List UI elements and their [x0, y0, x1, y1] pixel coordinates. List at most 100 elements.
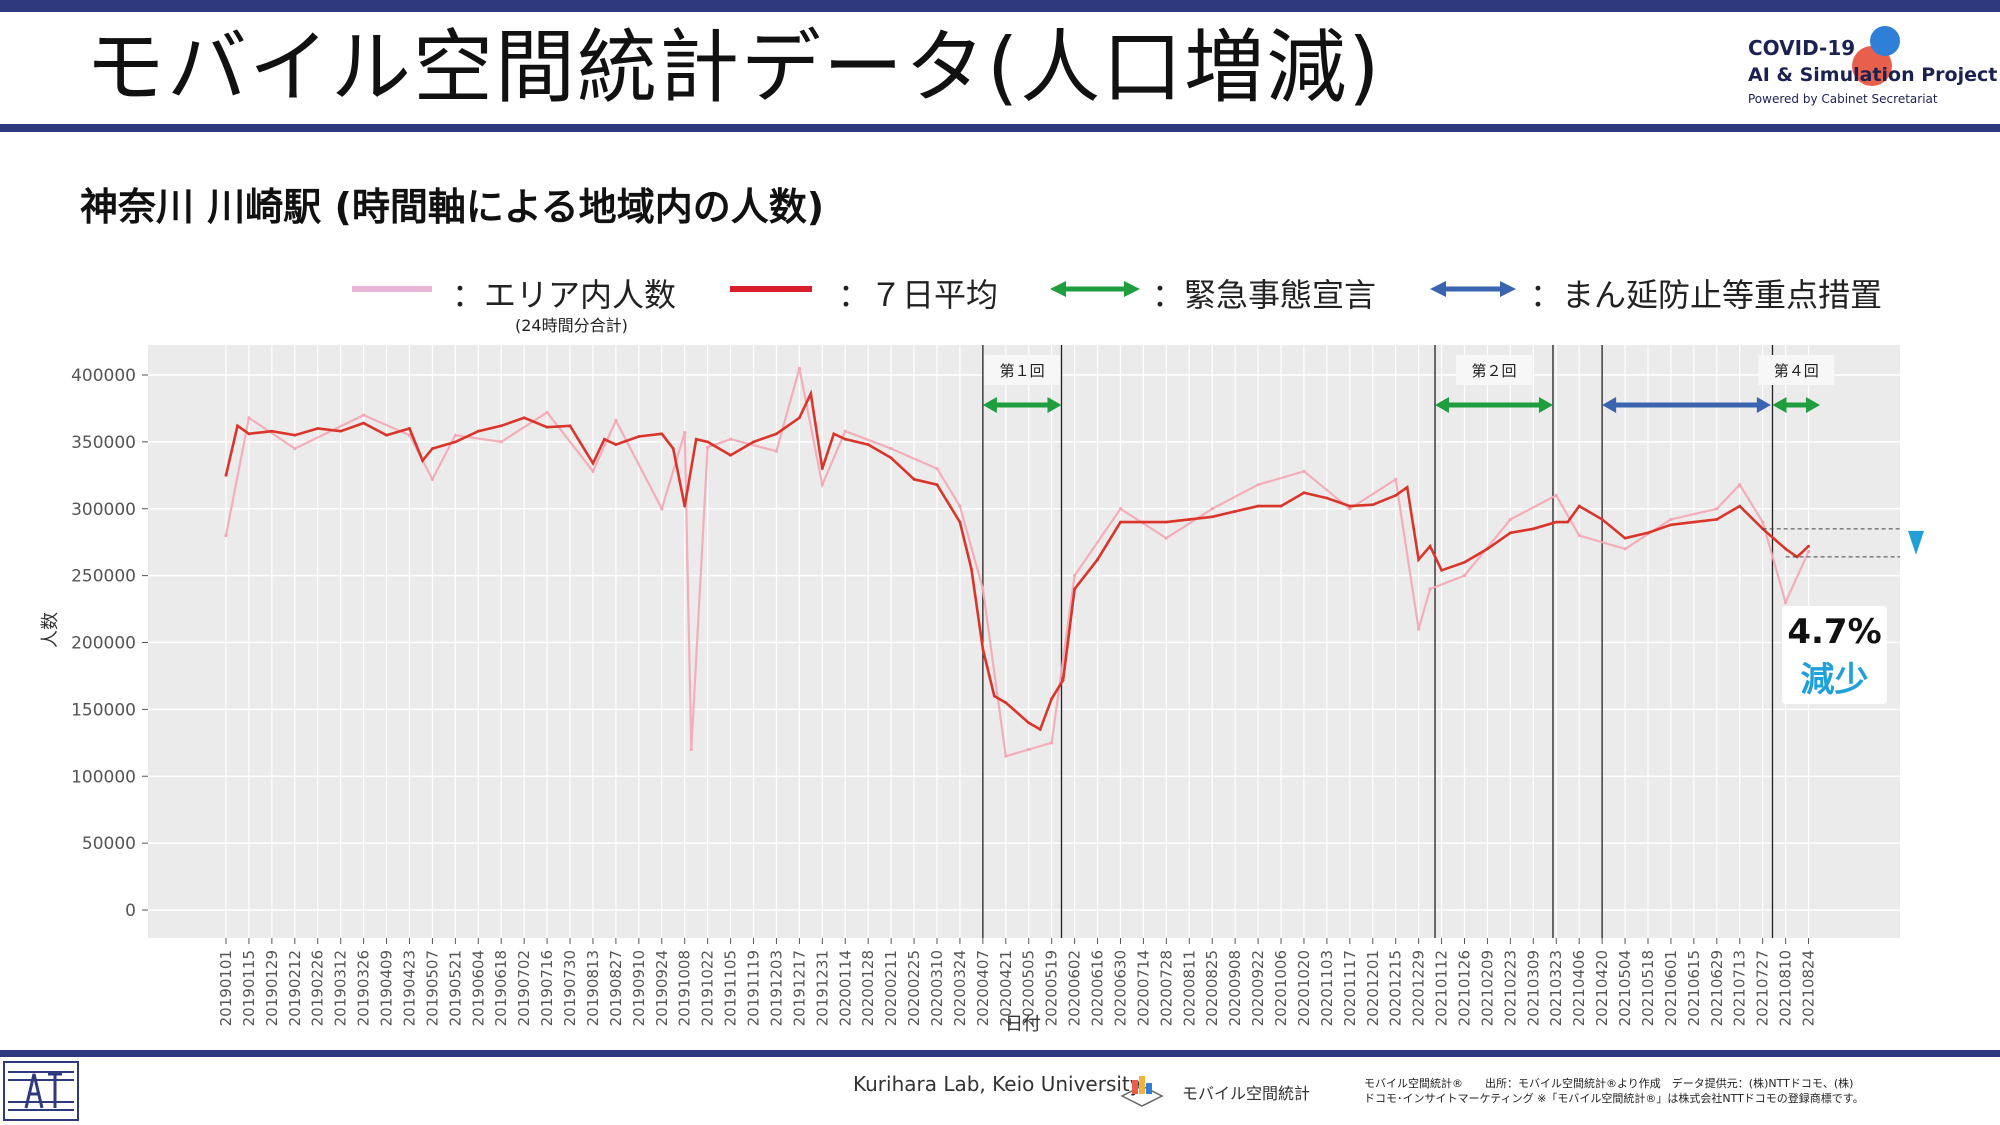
data-source: モバイル空間統計® 出所：モバイル空間統計®より作成 データ提供元：(株)NTT…	[1364, 1076, 1864, 1106]
x-tick-label: 20210209	[1478, 950, 1496, 1026]
avg-point	[797, 416, 801, 420]
x-tick-label: 20191008	[676, 950, 694, 1026]
avg-point	[683, 504, 687, 508]
daily-point	[981, 587, 985, 591]
avg-point	[362, 421, 366, 425]
avg-point	[499, 424, 503, 428]
x-tick-label: 20191231	[813, 950, 831, 1026]
change-percent: 4.7%	[1787, 612, 1882, 652]
x-tick-label: 20200128	[859, 950, 877, 1026]
daily-point	[1428, 587, 1432, 591]
daily-point	[1623, 547, 1627, 551]
avg-point	[832, 432, 836, 436]
avg-point	[992, 694, 996, 698]
x-tick-label: 20210126	[1456, 950, 1474, 1026]
x-tick-label: 20210713	[1731, 950, 1749, 1026]
x-tick-label: 20200630	[1111, 950, 1129, 1026]
x-tick-label: 20210420	[1593, 950, 1611, 1026]
daily-point	[293, 446, 297, 451]
avg-point	[1279, 504, 1283, 508]
avg-point	[1440, 568, 1443, 572]
x-tick-label: 20191022	[699, 950, 717, 1026]
mobile-stats-logo-text: モバイル空間統計	[1182, 1084, 1311, 1103]
avg-point	[752, 440, 755, 444]
daily-point	[774, 449, 779, 453]
avg-point	[1566, 520, 1570, 524]
avg-point	[1038, 728, 1042, 731]
x-tick-label: 20200825	[1203, 950, 1221, 1026]
header-bottom-bar	[0, 124, 2000, 132]
avg-point	[1164, 520, 1168, 524]
daily-point	[1577, 533, 1581, 538]
event-arrow-left	[1772, 397, 1787, 413]
x-tick-label: 20190730	[561, 950, 579, 1026]
event-arrow-right	[1806, 397, 1820, 413]
avg-point	[1371, 503, 1375, 507]
daily-point	[935, 467, 939, 471]
avg-point	[1738, 504, 1742, 508]
logo-line-1: COVID-19	[1748, 36, 1856, 60]
daily-point	[591, 469, 595, 473]
x-tick-label: 20201103	[1318, 950, 1336, 1026]
avg-point	[1623, 536, 1627, 540]
x-tick-label: 20210824	[1800, 950, 1818, 1026]
daily-point	[1783, 600, 1788, 604]
avg-point	[1600, 518, 1604, 521]
avg-point	[958, 520, 962, 524]
daily-point	[1669, 517, 1673, 522]
x-tick-label: 20191217	[790, 950, 808, 1026]
avg-point	[775, 432, 778, 436]
logo-blue-dot	[1870, 26, 1900, 56]
event-label-bg	[984, 355, 1061, 385]
daily-point	[430, 477, 435, 481]
avg-point	[545, 425, 549, 429]
daily-point	[545, 410, 549, 415]
y-tick-label: 0	[125, 901, 136, 921]
daily-point	[1738, 483, 1742, 487]
x-tick-label: 20190507	[423, 950, 441, 1026]
decline-triangle	[1908, 530, 1924, 555]
x-tick-label: 20190409	[378, 950, 396, 1026]
avg-point	[809, 392, 813, 396]
y-tick-label: 150000	[71, 700, 136, 720]
event-label: 第１回	[1000, 362, 1045, 380]
legend-priority-arrow-right	[1500, 281, 1516, 297]
avg-point	[1142, 520, 1145, 524]
change-direction: 減少	[1800, 660, 1869, 700]
avg-point	[694, 437, 698, 441]
daily-point	[1761, 520, 1765, 524]
change-annotation: 4.7% 減少	[1782, 606, 1887, 704]
avg-point	[889, 456, 893, 460]
event-label-bg	[1455, 355, 1532, 385]
x-tick-label: 20201201	[1364, 950, 1382, 1026]
avg-point	[1669, 523, 1673, 527]
x-tick-label: 20200616	[1089, 950, 1107, 1026]
y-tick-label: 50000	[82, 834, 136, 854]
x-tick-label: 20201117	[1341, 950, 1359, 1026]
event-arrow-left	[982, 397, 997, 413]
avg-point	[1348, 504, 1352, 508]
x-tick-label: 20190423	[400, 950, 418, 1026]
event-arrow-left	[1602, 397, 1617, 413]
chart-subtitle: 神奈川 川崎駅 (時間軸による地域内の人数)	[80, 185, 825, 229]
avg-point	[1692, 520, 1696, 524]
x-tick-label: 20200714	[1134, 950, 1152, 1026]
avg-point	[843, 437, 847, 441]
avg-point	[614, 443, 618, 446]
avg-point	[408, 427, 411, 430]
avg-point	[431, 447, 434, 450]
x-tick-label: 20190716	[538, 950, 556, 1026]
avg-point	[671, 447, 675, 450]
x-tick-label: 20210727	[1754, 950, 1772, 1026]
avg-point	[1073, 587, 1077, 591]
y-tick-label: 200000	[71, 634, 136, 654]
university-logo	[3, 1061, 79, 1121]
daily-point	[1004, 754, 1008, 758]
avg-point	[1428, 544, 1432, 548]
avg-point	[1119, 520, 1122, 524]
x-tick-label: 20190924	[653, 950, 671, 1026]
x-tick-label: 20191119	[745, 950, 763, 1026]
avg-point	[1508, 531, 1512, 535]
source-line-2: ドコモ･インサイトマーケティング ※「モバイル空間統計®」は株式会社NTTドコモ…	[1364, 1092, 1864, 1105]
daily-point	[660, 507, 664, 511]
